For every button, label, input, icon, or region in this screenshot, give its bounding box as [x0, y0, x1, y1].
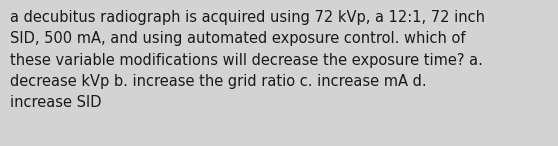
Text: a decubitus radiograph is acquired using 72 kVp, a 12:1, 72 inch
SID, 500 mA, an: a decubitus radiograph is acquired using…: [10, 10, 485, 110]
